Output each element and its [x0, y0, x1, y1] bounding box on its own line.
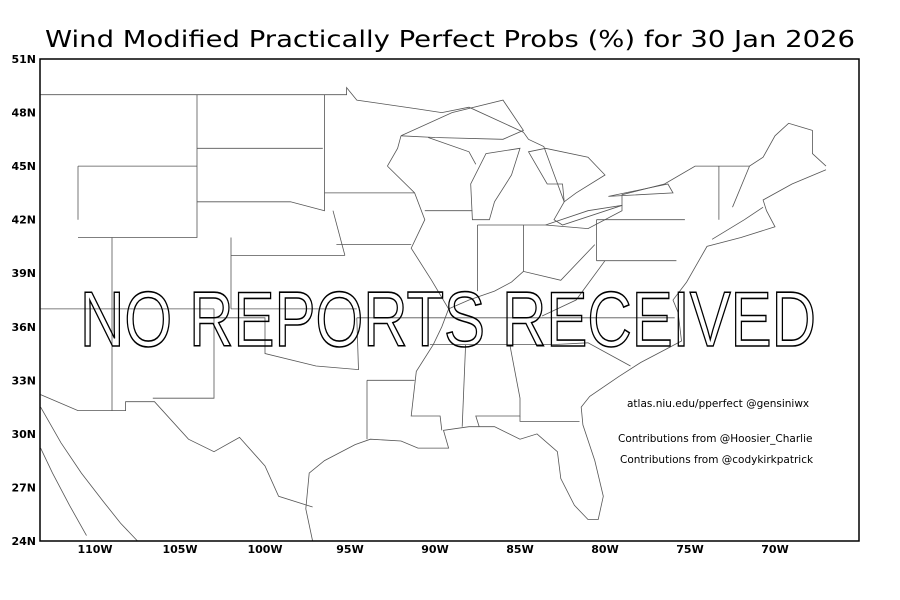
state-border — [78, 94, 198, 238]
latitude-axis: 51N 48N 45N 42N 39N 36N 33N 30N 27N 24N — [11, 53, 36, 548]
map-title: Wind Modified Practically Perfect Probs … — [45, 27, 855, 53]
lon-tick-label: 75W — [676, 543, 703, 556]
lon-tick-label: 85W — [506, 543, 533, 556]
lon-tick-label: 90W — [421, 543, 448, 556]
credit-contributor-2: Contributions from @codykirkpatrick — [620, 454, 814, 466]
ohio-river — [448, 244, 596, 310]
state-border — [711, 206, 764, 240]
lat-tick-label: 30N — [11, 428, 36, 441]
longitude-axis: 110W 105W 100W 95W 90W 85W 80W 75W 70W — [77, 543, 788, 556]
state-border — [519, 416, 580, 422]
no-reports-message: NO REPORTS RECEIVED — [80, 275, 816, 363]
lon-tick-label: 95W — [336, 543, 363, 556]
state-border — [732, 165, 750, 208]
state-border — [428, 137, 477, 165]
lake-michigan — [470, 147, 521, 221]
lake-huron — [527, 147, 606, 203]
lat-tick-label: 33N — [11, 374, 36, 387]
lat-tick-label: 27N — [11, 481, 36, 494]
lon-tick-label: 80W — [591, 543, 618, 556]
state-border — [152, 308, 215, 399]
lon-tick-label: 100W — [247, 543, 282, 556]
lat-tick-label: 36N — [11, 321, 36, 334]
canada-border — [40, 86, 827, 226]
lon-tick-label: 105W — [162, 543, 197, 556]
state-border — [552, 342, 631, 367]
mexico-west-coast — [40, 406, 138, 541]
state-border — [541, 260, 606, 317]
us-mexico-border — [40, 394, 313, 508]
state-border — [214, 317, 359, 371]
gulf-atlantic-coast — [305, 169, 827, 541]
lake-erie — [545, 204, 623, 230]
lat-tick-label: 42N — [11, 214, 36, 227]
lat-tick-label: 48N — [11, 107, 36, 120]
lat-tick-label: 45N — [11, 160, 36, 173]
state-border — [387, 135, 402, 167]
lat-tick-label: 51N — [11, 53, 36, 66]
state-border — [461, 344, 466, 427]
credit-website: atlas.niu.edu/pperfect @gensiniwx — [627, 398, 809, 410]
lon-tick-label: 70W — [761, 543, 788, 556]
state-border — [197, 94, 325, 212]
lake-superior — [400, 99, 524, 140]
baja-coast — [40, 447, 87, 536]
plot-frame — [39, 58, 860, 542]
state-border — [332, 210, 346, 256]
lon-tick-label: 110W — [77, 543, 112, 556]
lat-tick-label: 39N — [11, 267, 36, 280]
credit-contributor-1: Contributions from @Hoosier_Charlie — [618, 433, 812, 445]
basemap-boundaries — [40, 86, 827, 541]
lat-tick-label: 24N — [11, 535, 36, 548]
lake-ontario — [608, 183, 674, 197]
